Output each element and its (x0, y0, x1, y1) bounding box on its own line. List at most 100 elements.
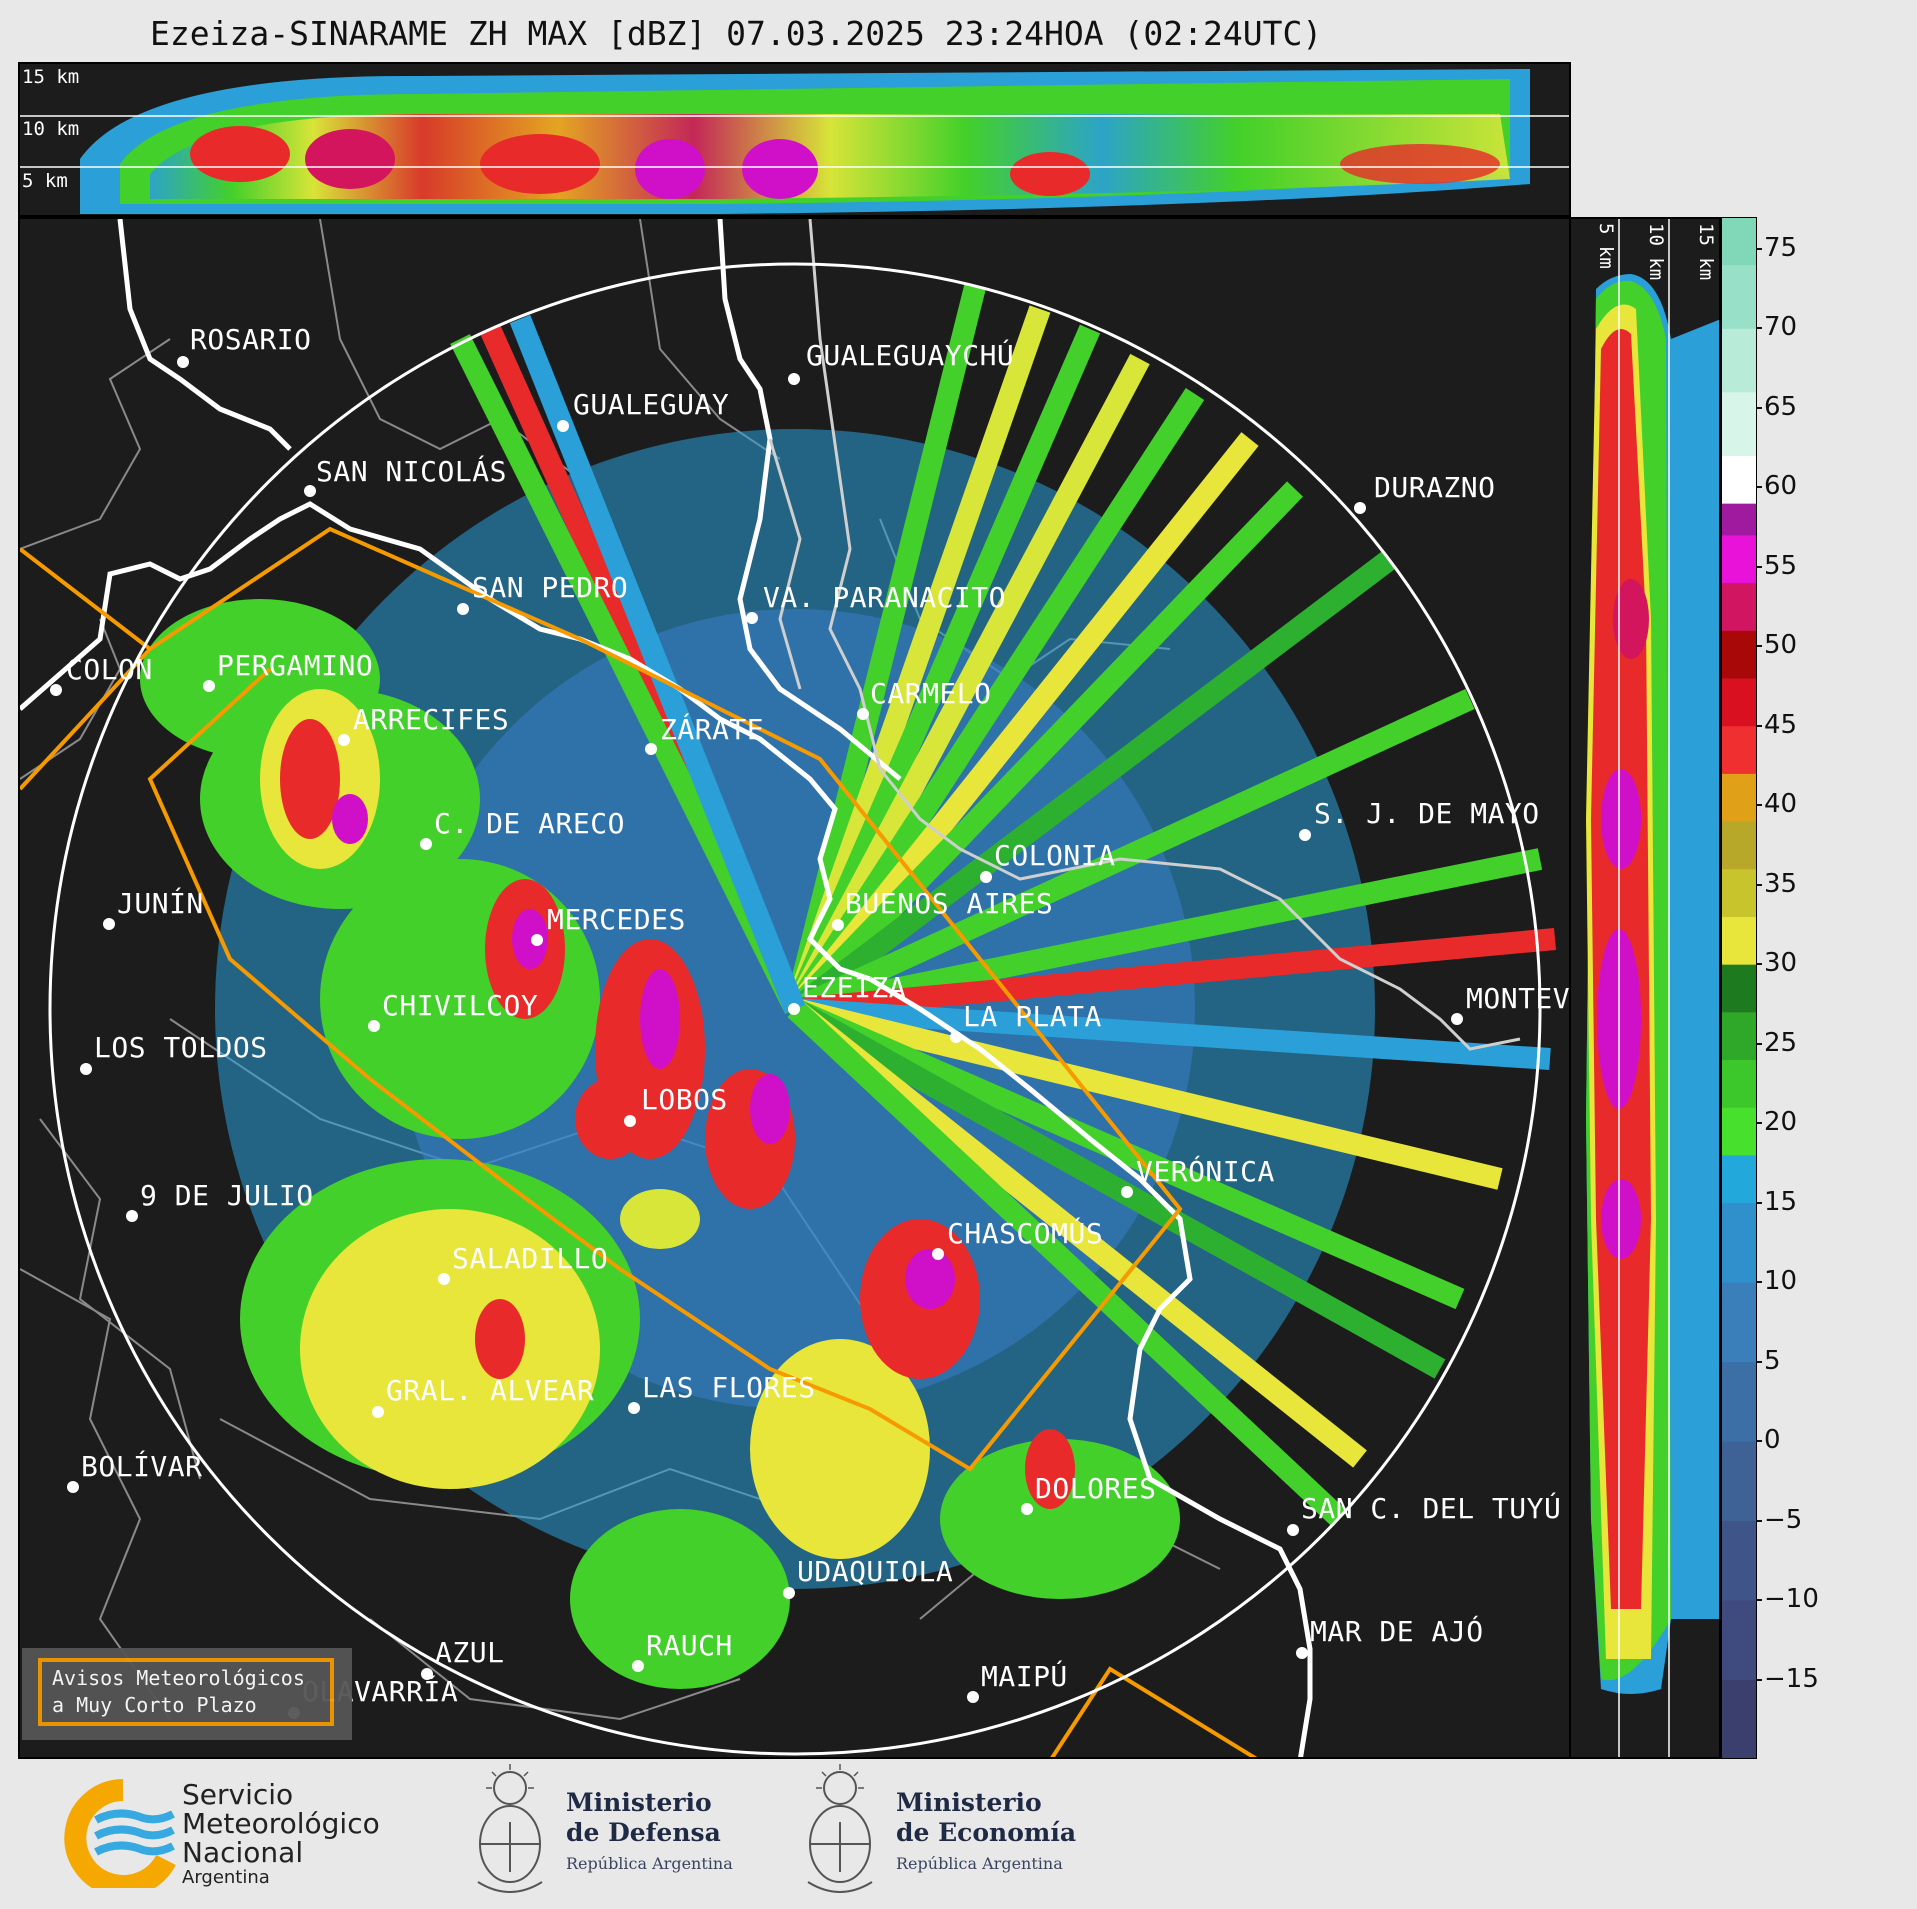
city-label-gral-alvear: GRAL. ALVEAR (386, 1374, 595, 1407)
city-dot (438, 1273, 450, 1285)
city-label-gualeguaychu: GUALEGUAYCHÚ (806, 339, 1015, 372)
city-dot (50, 684, 62, 696)
city-dot (304, 485, 316, 497)
colorbar-tick-label: 25 (1755, 1027, 1798, 1058)
colorbar-band (1721, 964, 1757, 1013)
city-dot (632, 1660, 644, 1672)
top-cross-section: 15 km 10 km 5 km (18, 62, 1571, 217)
city-label-lobos: LOBOS (641, 1083, 728, 1116)
defensa-sub: República Argentina (566, 1854, 733, 1873)
city-dot (177, 356, 189, 368)
top-label-5km: 5 km (22, 170, 68, 192)
city-label-zarate: ZÁRATE (660, 713, 765, 746)
colorbar-tick-label: 0 (1756, 1425, 1781, 1456)
colorbar-band (1721, 1011, 1757, 1061)
city-label-maipu: MAIPÚ (981, 1660, 1068, 1693)
city-dot (1121, 1186, 1133, 1198)
city-dot (980, 871, 992, 883)
city-dot (1451, 1013, 1463, 1025)
colorbar (1721, 217, 1757, 1759)
argentina-coat-of-arms-icon (807, 1764, 873, 1893)
defensa-logo: Ministerio de Defensa República Argentin… (470, 1762, 770, 1902)
city-label-buenos-aires: BUENOS AIRES (845, 887, 1054, 920)
colorbar-tick-label: 40 (1755, 789, 1798, 820)
city-label-pergamino: PERGAMINO (217, 649, 374, 682)
colorbar-band (1721, 821, 1757, 870)
colorbar-tick-label: 50 (1755, 630, 1798, 661)
colorbar-band (1721, 1361, 1757, 1442)
city-label-montev: MONTEV (1466, 982, 1571, 1015)
colorbar-tick-label: 15 (1755, 1186, 1798, 1217)
city-dot (788, 373, 800, 385)
colorbar-band (1721, 1154, 1757, 1204)
city-label-durazno: DURAZNO (1374, 471, 1496, 504)
warning-box-frame: Avisos Meteorológicos a Muy Corto Plazo (38, 1658, 334, 1726)
city-dot (203, 680, 215, 692)
city-label-junin: JUNÍN (117, 887, 204, 920)
city-dot (783, 1587, 795, 1599)
side-label-15km: 15 km (1695, 223, 1717, 281)
city-label-rauch: RAUCH (646, 1629, 733, 1662)
city-dot (1354, 502, 1366, 514)
colorbar-band (1721, 916, 1757, 965)
economia-line2: de Economía (896, 1818, 1077, 1847)
city-dot (457, 603, 469, 615)
city-label-san-c-del-tuyu: SAN C. DEL TUYÚ (1301, 1492, 1562, 1525)
argentina-coat-of-arms-icon (477, 1764, 543, 1893)
city-label-udaquiola: UDAQUIOLA (797, 1555, 954, 1588)
city-label-saladillo: SALADILLO (452, 1242, 609, 1275)
colorbar-band (1721, 773, 1757, 822)
city-label-c-de-areco: C. DE ARECO (434, 807, 625, 840)
colorbar-tick-label: 10 (1755, 1266, 1798, 1297)
colorbar-band (1721, 1059, 1757, 1108)
radar-map-graphic (20, 219, 1557, 1757)
city-label-dolores: DOLORES (1035, 1472, 1157, 1505)
colorbar-band (1721, 1600, 1757, 1681)
smn-line1: Servicio (182, 1778, 294, 1811)
warning-box[interactable]: Avisos Meteorológicos a Muy Corto Plazo (22, 1648, 352, 1740)
colorbar-band (1721, 264, 1757, 329)
smn-line2: Meteorológico (182, 1807, 380, 1840)
city-label-ezeiza: EZEIZA (802, 971, 907, 1004)
city-dot (628, 1402, 640, 1414)
city-dot (746, 612, 758, 624)
colorbar-tick-label: 55 (1755, 550, 1798, 581)
colorbar-band (1721, 1107, 1757, 1156)
city-dot (372, 1406, 384, 1418)
city-dot (368, 1020, 380, 1032)
city-label-bolivar: BOLÍVAR (81, 1450, 203, 1483)
city-label-la-plata: LA PLATA (963, 1000, 1102, 1033)
city-label-las-flores: LAS FLORES (642, 1371, 816, 1404)
top-label-15km: 15 km (22, 66, 80, 88)
city-label-san-nicolas: SAN NICOLÁS (316, 455, 507, 488)
city-dot (420, 838, 432, 850)
side-cross-section: 5 km 10 km 15 km (1569, 217, 1721, 1759)
city-label-9-de-julio: 9 DE JULIO (140, 1179, 314, 1212)
smn-line4: Argentina (182, 1867, 270, 1888)
city-label-chascomus: CHASCOMÚS (947, 1217, 1104, 1250)
city-dot (624, 1115, 636, 1127)
city-dot (421, 1668, 433, 1680)
colorbar-band (1721, 391, 1757, 456)
city-label-va-paranacito: VA. PARANACITO (763, 581, 1007, 614)
colorbar-tick-label: 35 (1755, 868, 1798, 899)
city-dot (932, 1248, 944, 1260)
city-label-los-toldos: LOS TOLDOS (94, 1031, 268, 1064)
city-dot (1021, 1503, 1033, 1515)
colorbar-tick-label: 5 (1756, 1345, 1781, 1376)
city-label-mercedes: MERCEDES (547, 903, 686, 936)
city-label-colonia: COLONIA (994, 839, 1116, 872)
city-label-carmelo: CARMELO (870, 677, 992, 710)
colorbar-band (1721, 503, 1757, 536)
economia-logo: Ministerio de Economía República Argenti… (800, 1762, 1120, 1902)
colorbar-tick-label: −10 (1756, 1584, 1819, 1615)
colorbar-band (1721, 582, 1757, 631)
city-dot (832, 919, 844, 931)
colorbar-band (1721, 1520, 1757, 1601)
colorbar-band (1721, 1441, 1757, 1522)
warning-line-2: a Muy Corto Plazo (52, 1693, 257, 1717)
city-label-san-pedro: SAN PEDRO (472, 571, 629, 604)
colorbar-tick-label: −5 (1755, 1504, 1803, 1535)
colorbar-tick-label: 60 (1755, 471, 1798, 502)
city-label-veronica: VERÓNICA (1136, 1155, 1275, 1188)
